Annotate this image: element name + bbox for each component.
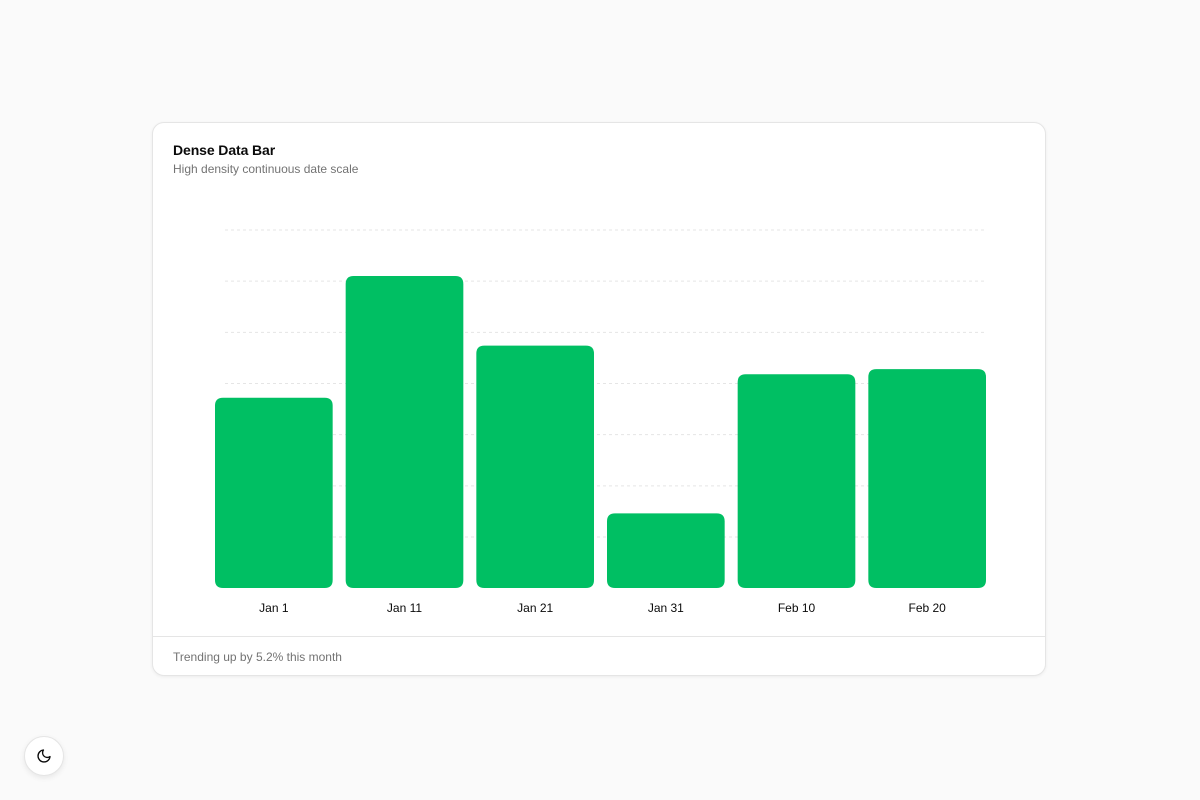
- bar-jan-1[interactable]: [215, 397, 333, 588]
- theme-toggle-button[interactable]: [24, 736, 64, 776]
- card-subtitle: High density continuous date scale: [173, 162, 359, 176]
- bars: [215, 276, 986, 588]
- moon-icon: [37, 749, 51, 763]
- card-footer: Trending up by 5.2% this month: [153, 636, 1045, 676]
- bar-jan-31[interactable]: [607, 513, 725, 588]
- bar-feb-20[interactable]: [868, 369, 986, 588]
- x-tick-label: Jan 1: [259, 601, 289, 615]
- card-title: Dense Data Bar: [173, 142, 276, 158]
- bar-feb-10[interactable]: [737, 374, 856, 588]
- x-tick-label: Feb 10: [778, 601, 816, 615]
- chart-card: Dense Data Bar High density continuous d…: [152, 122, 1046, 676]
- x-tick-label: Jan 31: [648, 601, 684, 615]
- x-tick-label: Jan 11: [387, 601, 422, 615]
- footer-text: Trending up by 5.2% this month: [173, 650, 342, 664]
- chart-area: Jan 1 Jan 11 Jan 21 Jan 31 Feb 10 Feb 20: [153, 123, 1047, 637]
- x-axis-labels: Jan 1 Jan 11 Jan 21 Jan 31 Feb 10 Feb 20: [259, 601, 946, 615]
- bar-jan-21[interactable]: [476, 345, 594, 588]
- x-tick-label: Feb 20: [908, 601, 946, 615]
- bar-chart: Jan 1 Jan 11 Jan 21 Jan 31 Feb 10 Feb 20: [215, 229, 986, 615]
- bar-jan-11[interactable]: [345, 276, 464, 588]
- x-tick-label: Jan 21: [517, 601, 553, 615]
- card-header: Dense Data Bar High density continuous d…: [173, 141, 358, 177]
